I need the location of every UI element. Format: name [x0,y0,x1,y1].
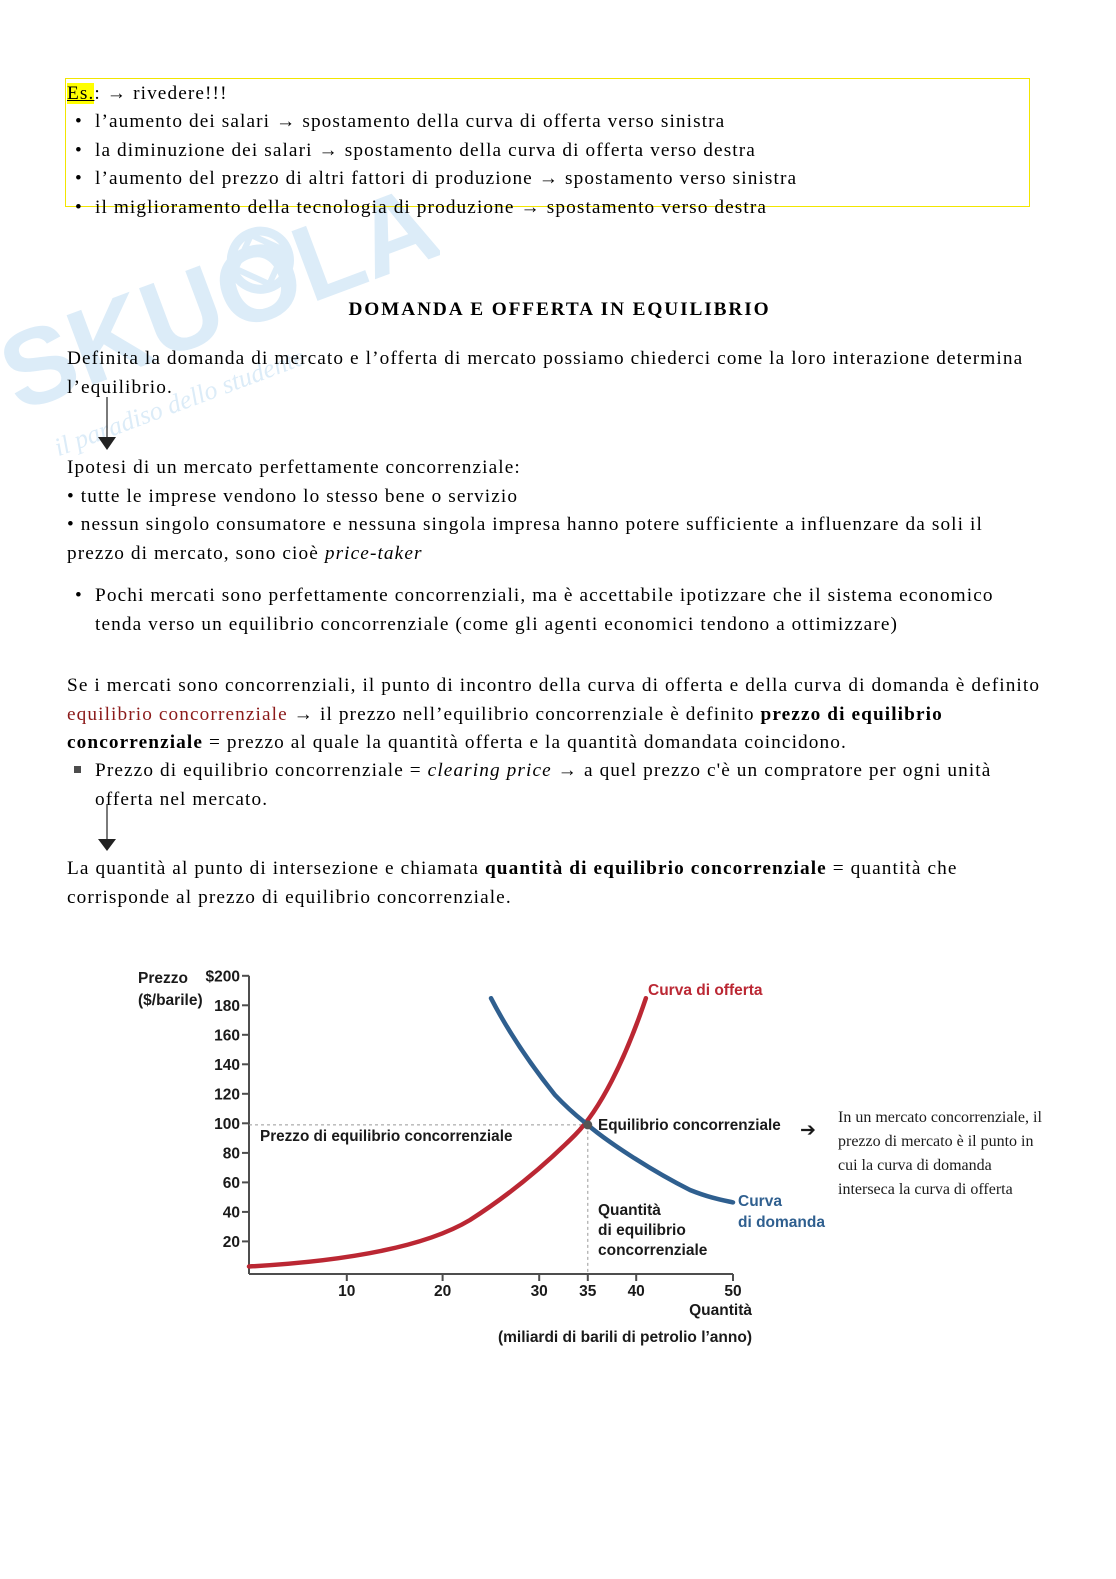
svg-text:80: 80 [223,1145,240,1162]
svg-text:$200: $200 [206,968,240,985]
svg-text:Quantità: Quantità [598,1202,661,1219]
svg-text:35: 35 [579,1283,597,1300]
svg-text:30: 30 [531,1283,548,1300]
svg-text:180: 180 [214,998,240,1015]
svg-text:➔: ➔ [800,1120,816,1141]
svg-text:di domanda: di domanda [738,1214,825,1231]
svg-text:50: 50 [724,1283,741,1300]
svg-text:140: 140 [214,1057,240,1074]
svg-text:cui la curva di domanda: cui la curva di domanda [838,1157,992,1174]
svg-text:20: 20 [223,1234,240,1251]
svg-text:100: 100 [214,1116,240,1133]
svg-text:160: 160 [214,1027,240,1044]
svg-text:Curva di offerta: Curva di offerta [648,982,763,999]
svg-text:120: 120 [214,1086,240,1103]
svg-text:40: 40 [223,1204,240,1221]
svg-text:prezzo di mercato è il punto i: prezzo di mercato è il punto in [838,1133,1033,1150]
svg-text:Prezzo di equilibrio concorren: Prezzo di equilibrio concorrenziale [260,1128,512,1145]
svg-text:Curva: Curva [738,1193,782,1210]
svg-text:($/barile): ($/barile) [138,992,203,1009]
svg-text:In un mercato concorrenziale,: In un mercato concorrenziale, il [838,1109,1042,1126]
svg-text:10: 10 [338,1283,355,1300]
svg-text:20: 20 [434,1283,451,1300]
svg-text:(miliardi di barili di petroli: (miliardi di barili di petrolio l’anno) [498,1329,752,1346]
svg-text:di equilibrio: di equilibrio [598,1222,686,1239]
svg-text:40: 40 [628,1283,645,1300]
svg-text:Prezzo: Prezzo [138,970,188,987]
svg-text:interseca la curva di offerta: interseca la curva di offerta [838,1181,1013,1198]
svg-text:60: 60 [223,1175,240,1192]
svg-text:Quantità: Quantità [689,1302,752,1319]
svg-text:concorrenziale: concorrenziale [598,1242,708,1259]
svg-text:Equilibrio concorrenziale: Equilibrio concorrenziale [598,1117,781,1134]
